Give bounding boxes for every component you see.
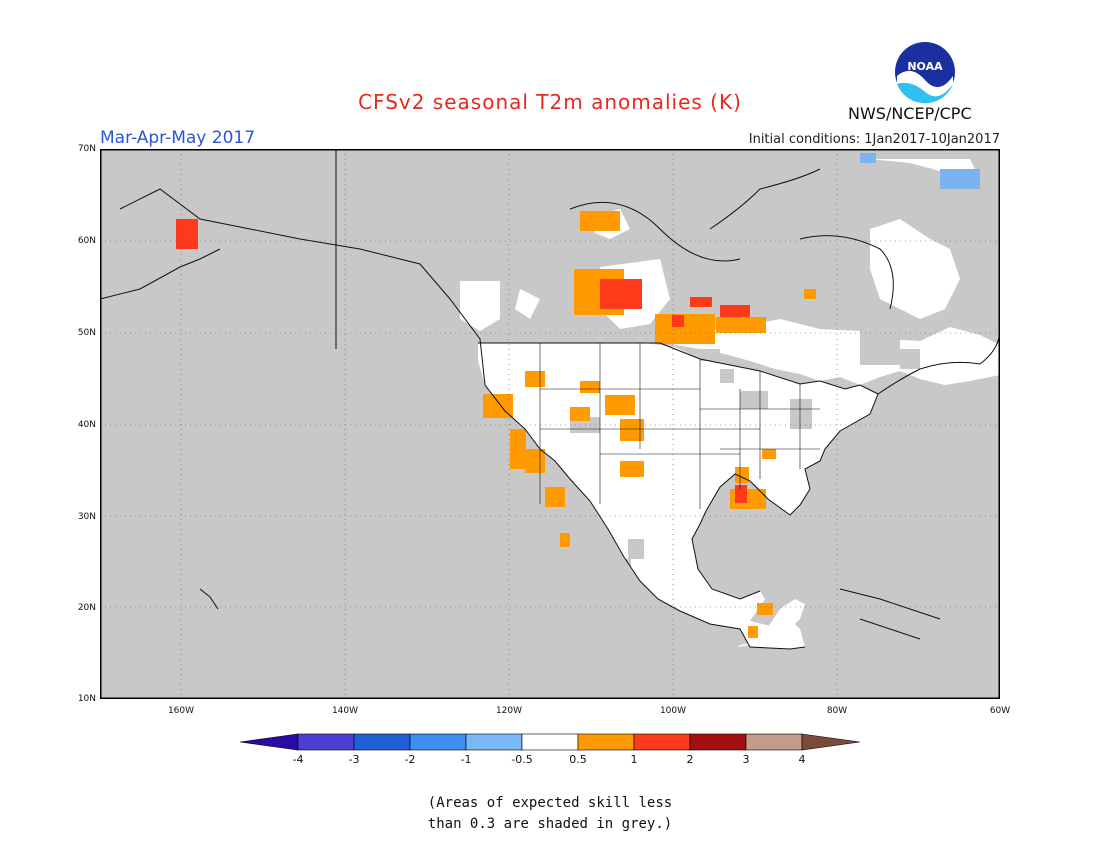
- lat-label-10n: 10N: [77, 694, 96, 704]
- lat-label-20n: 20N: [77, 603, 96, 613]
- lon-label-60w: 60W: [989, 706, 1011, 716]
- lon-label-80w: 80W: [826, 706, 848, 716]
- colorbar: [238, 732, 868, 758]
- lat-label-30n: 30N: [77, 512, 96, 522]
- forecast-period: Mar-Apr-May 2017: [100, 128, 256, 148]
- initial-conditions: Initial conditions: 1Jan2017-10Jan2017: [748, 132, 1000, 147]
- cb-tick: -1: [460, 753, 472, 766]
- map-svg: [99, 148, 1001, 700]
- skill-note: (Areas of expected skill less than 0.3 a…: [0, 793, 1100, 835]
- graticule: [100, 149, 1000, 699]
- lat-label-60n: 60N: [77, 236, 96, 246]
- lon-label-100w: 100W: [659, 706, 687, 716]
- skill-note-line-2: than 0.3 are shaded in grey.): [427, 816, 673, 832]
- political-borders: [539, 343, 820, 509]
- lat-label-70n: 70N: [77, 144, 96, 154]
- agency-label: NWS/NCEP/CPC: [848, 104, 972, 123]
- colorbar-arrow-left: [239, 733, 299, 751]
- colorbar-svg: [239, 733, 861, 751]
- anomaly-red-cells: [176, 219, 750, 503]
- lon-label-160w: 160W: [167, 706, 195, 716]
- colorbar-arrow-right: [801, 733, 861, 751]
- anomaly-blue-cells: [860, 153, 980, 189]
- cb-tick: 0.5: [569, 753, 587, 766]
- lat-label-40n: 40N: [77, 420, 96, 430]
- no-skill-grey-areas: [570, 329, 920, 571]
- lon-label-140w: 140W: [331, 706, 359, 716]
- anomaly-map: [99, 148, 1001, 703]
- cb-tick: -4: [292, 753, 304, 766]
- cb-tick: 4: [798, 753, 806, 766]
- lon-label-120w: 120W: [495, 706, 523, 716]
- cb-tick: 2: [686, 753, 694, 766]
- skill-note-line-1: (Areas of expected skill less: [427, 795, 673, 811]
- cb-tick: 1: [630, 753, 638, 766]
- logo-text: NOAA: [907, 60, 943, 73]
- cb-tick: 3: [742, 753, 750, 766]
- cb-tick: -3: [348, 753, 360, 766]
- map-frame: [99, 148, 1001, 700]
- map-title: CFSv2 seasonal T2m anomalies (K): [358, 90, 742, 114]
- lat-label-50n: 50N: [77, 328, 96, 338]
- noaa-logo: NOAA: [893, 40, 957, 108]
- cb-tick: -2: [404, 753, 416, 766]
- cb-tick: -0.5: [511, 753, 533, 766]
